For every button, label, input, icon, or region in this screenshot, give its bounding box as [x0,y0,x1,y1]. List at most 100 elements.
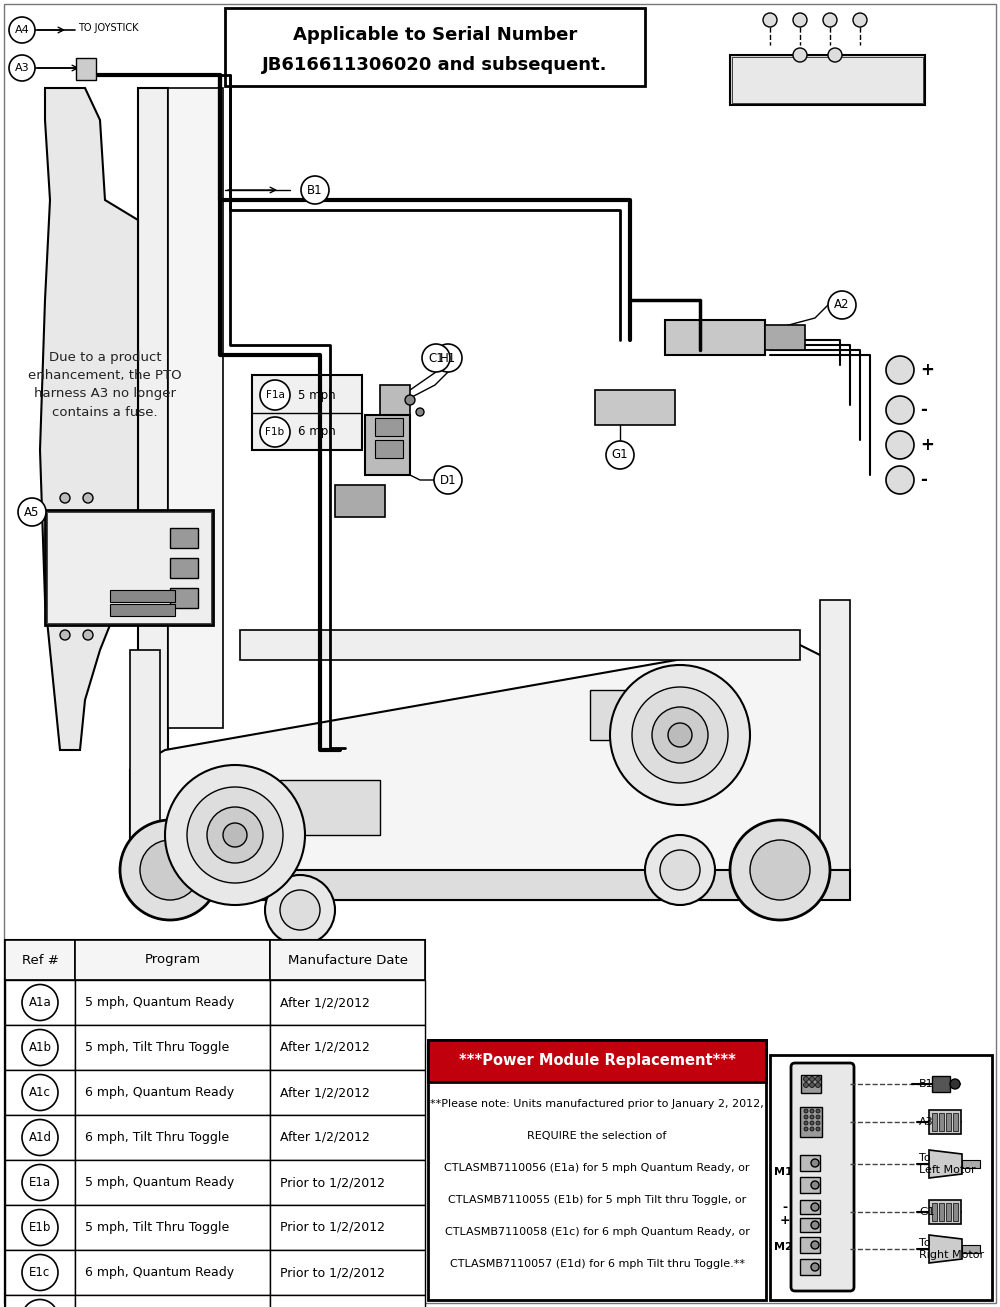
Text: H1: H1 [440,352,456,365]
Bar [170,528,198,548]
Circle shape [828,291,856,319]
Circle shape [811,1182,819,1189]
Bar [665,320,765,356]
Circle shape [22,1074,58,1111]
Bar [820,600,850,870]
Circle shape [260,417,290,447]
Bar [110,604,175,616]
Text: A2: A2 [834,298,850,311]
Circle shape [140,840,200,901]
Bar [932,1076,950,1093]
Bar [5,1070,75,1115]
FancyBboxPatch shape [791,1063,854,1291]
Text: 6 mph, Quantum Ready: 6 mph, Quantum Ready [85,1266,234,1280]
Circle shape [810,1077,814,1081]
Bar [225,8,645,86]
Bar [732,58,923,103]
Circle shape [886,467,914,494]
Circle shape [810,1115,814,1119]
Circle shape [886,356,914,384]
Text: G1: G1 [919,1206,935,1217]
Bar [270,1295,425,1307]
Bar [5,1161,75,1205]
Bar [5,980,75,1025]
Text: -: - [920,471,927,489]
Bar [75,1161,270,1205]
Bar [730,55,925,105]
Text: 5 mph, Quantum Ready: 5 mph, Quantum Ready [85,1176,234,1189]
Text: After 1/2/2012: After 1/2/2012 [280,1131,370,1144]
Text: Prior to 1/2/2012: Prior to 1/2/2012 [280,1176,385,1189]
Bar [962,1246,980,1253]
Circle shape [632,687,728,783]
Circle shape [434,344,462,372]
Bar [800,1178,820,1193]
Bar [75,1070,270,1115]
Bar [5,1295,75,1307]
Bar [5,1205,75,1249]
Text: 6 mph, Quantum Ready: 6 mph, Quantum Ready [85,1086,234,1099]
Text: +: + [920,437,934,454]
Circle shape [950,1080,960,1089]
Circle shape [280,890,320,931]
Bar [800,1259,820,1276]
Bar [5,1249,75,1295]
Text: A1a: A1a [29,996,51,1009]
Bar [428,1040,766,1082]
Circle shape [9,55,35,81]
Bar [270,1161,425,1205]
Text: A1c: A1c [29,1086,51,1099]
Bar [428,1040,766,1300]
Bar [75,1295,270,1307]
Circle shape [645,835,715,904]
Bar [946,1202,951,1221]
Text: G1: G1 [612,448,628,461]
Bar [75,1205,270,1249]
Text: E1a: E1a [29,1176,51,1189]
Text: CTLASMB7110056 (E1a) for 5 mph Quantum Ready, or: CTLASMB7110056 (E1a) for 5 mph Quantum R… [444,1163,750,1172]
Bar [270,1070,425,1115]
Circle shape [9,17,35,43]
Text: TO JOYSTICK: TO JOYSTICK [78,24,138,33]
Circle shape [816,1121,820,1125]
Text: E1b: E1b [29,1221,51,1234]
Bar [270,980,425,1025]
Text: +: + [780,1213,790,1226]
Text: Prior to 1/2/2012: Prior to 1/2/2012 [280,1221,385,1234]
Text: E1c: E1c [29,1266,51,1280]
Circle shape [22,1209,58,1246]
Bar [953,1202,958,1221]
Text: F1a: F1a [266,389,284,400]
Bar [365,416,410,474]
Circle shape [816,1110,820,1114]
Text: REQUIRE the selection of: REQUIRE the selection of [527,1131,667,1141]
Circle shape [730,819,830,920]
Text: M1: M1 [774,1167,792,1178]
Circle shape [810,1082,814,1087]
Text: B1: B1 [919,1080,934,1089]
Text: F1b: F1b [265,427,285,437]
Circle shape [816,1077,820,1081]
Circle shape [422,344,450,372]
Text: Prior to 1/2/2012: Prior to 1/2/2012 [280,1266,385,1280]
Bar [168,88,223,728]
Circle shape [652,707,708,763]
Bar [335,485,385,518]
Bar [5,1115,75,1161]
Circle shape [804,1082,808,1087]
Circle shape [610,665,750,805]
Bar [800,1236,820,1253]
Bar [5,940,425,1307]
Bar [240,630,800,660]
Bar [138,88,168,769]
Bar [47,512,211,623]
Bar [270,1025,425,1070]
Circle shape [804,1115,808,1119]
Text: To
Right Motor: To Right Motor [919,1238,984,1260]
Bar [962,1161,980,1168]
Bar [765,325,805,350]
Circle shape [793,13,807,27]
Text: After 1/2/2012: After 1/2/2012 [280,1040,370,1053]
Circle shape [810,1127,814,1131]
Circle shape [83,493,93,503]
